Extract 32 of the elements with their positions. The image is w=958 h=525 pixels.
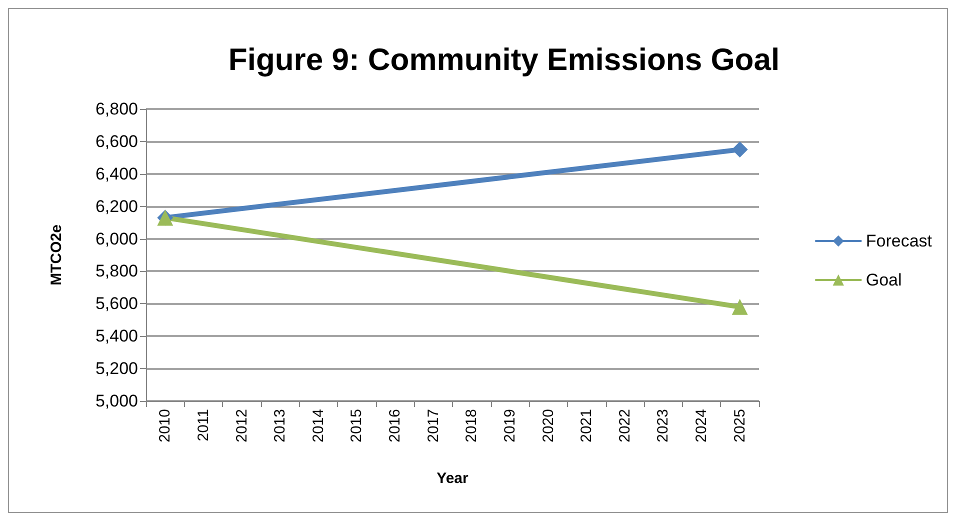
y-axis-title: MTCO2e <box>48 224 65 286</box>
y-tick-label: 6,600 <box>95 132 138 151</box>
y-tick-label: 6,400 <box>95 164 138 184</box>
y-tick-label: 6,800 <box>95 100 138 118</box>
x-tick-label: 2012 <box>233 409 250 442</box>
legend-label: Goal <box>866 270 902 290</box>
x-tick-label: 2020 <box>540 409 557 442</box>
y-tick-label: 6,000 <box>95 229 138 248</box>
y-tick-label: 6,200 <box>95 196 138 216</box>
x-axis-title: Year <box>436 470 469 487</box>
y-tick-label: 5,400 <box>95 326 138 346</box>
point <box>732 142 748 158</box>
y-tick-label: 5,000 <box>95 392 138 410</box>
x-tick-label: 2014 <box>310 409 327 442</box>
x-tick-label: 2010 <box>156 409 174 442</box>
x-tick-label: 2011 <box>194 409 212 442</box>
x-tick-label: 2015 <box>348 409 366 442</box>
x-tick-label: 2022 <box>616 409 634 442</box>
chart-title: Figure 9: Community Emissions Goal <box>228 42 780 77</box>
legend-label: Forecast <box>866 232 932 250</box>
x-tick-label: 2018 <box>463 409 480 442</box>
x-tick-label: 2025 <box>731 409 748 442</box>
x-tick-label: 2013 <box>272 409 289 442</box>
y-tick-label: 5,200 <box>95 359 138 378</box>
x-tick-label: 2016 <box>386 409 404 442</box>
x-tick-label: 2019 <box>501 409 518 442</box>
x-tick-label: 2021 <box>578 409 596 442</box>
x-tick-label: 2017 <box>424 409 442 442</box>
x-tick-label: 2023 <box>654 409 672 442</box>
y-tick-label: 5,800 <box>95 262 138 281</box>
y-tick-label: 5,600 <box>95 294 138 314</box>
x-tick-label: 2024 <box>693 409 710 442</box>
